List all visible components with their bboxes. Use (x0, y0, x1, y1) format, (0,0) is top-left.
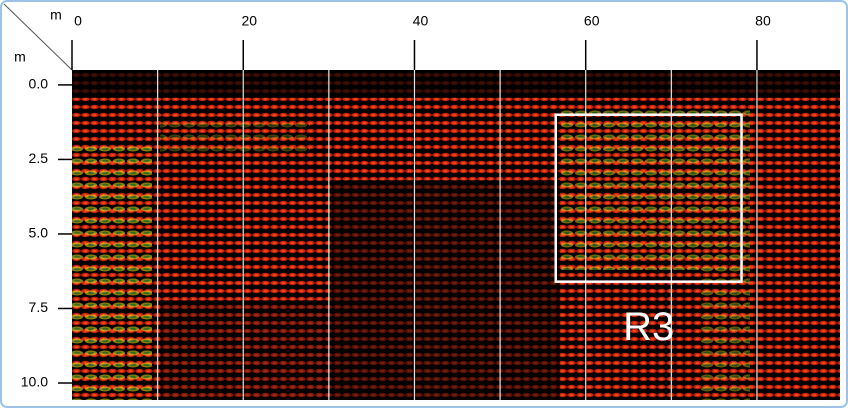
x-tick-label: 40 (413, 13, 429, 29)
y-tick-label: 7.5 (29, 299, 49, 315)
x-tick-label: 0 (74, 13, 82, 29)
y-tick-label: 10.0 (21, 374, 48, 390)
region-box (554, 113, 743, 283)
corner-diagonal (3, 3, 73, 71)
radargram (72, 70, 840, 400)
x-tick-label: 80 (755, 13, 771, 29)
x-tick-label: 20 (241, 13, 257, 29)
y-unit: m (14, 49, 26, 65)
y-tick-label: 5.0 (29, 225, 49, 241)
x-tick-label: 60 (584, 13, 600, 29)
x-unit: m (50, 7, 62, 23)
y-tick-label: 2.5 (29, 150, 49, 166)
region-label: R3 (623, 305, 674, 349)
y-tick-label: 0.0 (29, 76, 49, 92)
